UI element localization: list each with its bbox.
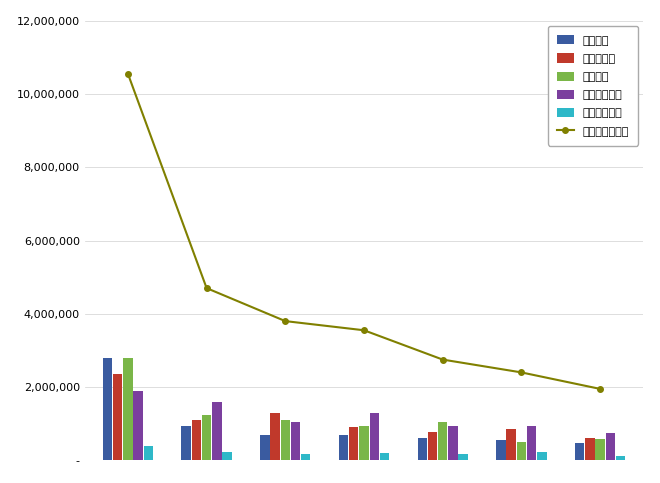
Bar [496, 440, 506, 460]
Bar [537, 452, 546, 460]
Bar [606, 433, 615, 460]
Bar [301, 454, 310, 460]
Bar [260, 435, 269, 460]
Bar [191, 420, 201, 460]
Legend: 참여지수, 미디어지수, 소통지수, 콌뮤니티지수, 사회공헌지수, 브랜드평판지수: 참여지수, 미디어지수, 소통지수, 콌뮤니티지수, 사회공헌지수, 브랜드평판… [548, 26, 638, 145]
Bar [506, 429, 516, 460]
Bar [103, 358, 112, 460]
Bar [123, 358, 133, 460]
Bar [517, 442, 526, 460]
Bar [202, 414, 211, 460]
Bar [113, 374, 122, 460]
Bar [222, 452, 232, 460]
Bar [359, 426, 369, 460]
Bar [595, 439, 605, 460]
Bar [585, 438, 595, 460]
Bar [339, 435, 348, 460]
Bar [349, 427, 358, 460]
Bar [428, 432, 437, 460]
Bar [144, 446, 153, 460]
Bar [448, 426, 457, 460]
Bar [616, 455, 625, 460]
Bar [133, 391, 143, 460]
Bar [575, 443, 584, 460]
Bar [271, 412, 280, 460]
Bar [212, 402, 222, 460]
Bar [418, 438, 427, 460]
Bar [379, 453, 389, 460]
Bar [370, 412, 379, 460]
Bar [527, 426, 537, 460]
Bar [280, 420, 290, 460]
Bar [438, 422, 447, 460]
Bar [182, 426, 191, 460]
Bar [291, 422, 300, 460]
Bar [459, 454, 468, 460]
